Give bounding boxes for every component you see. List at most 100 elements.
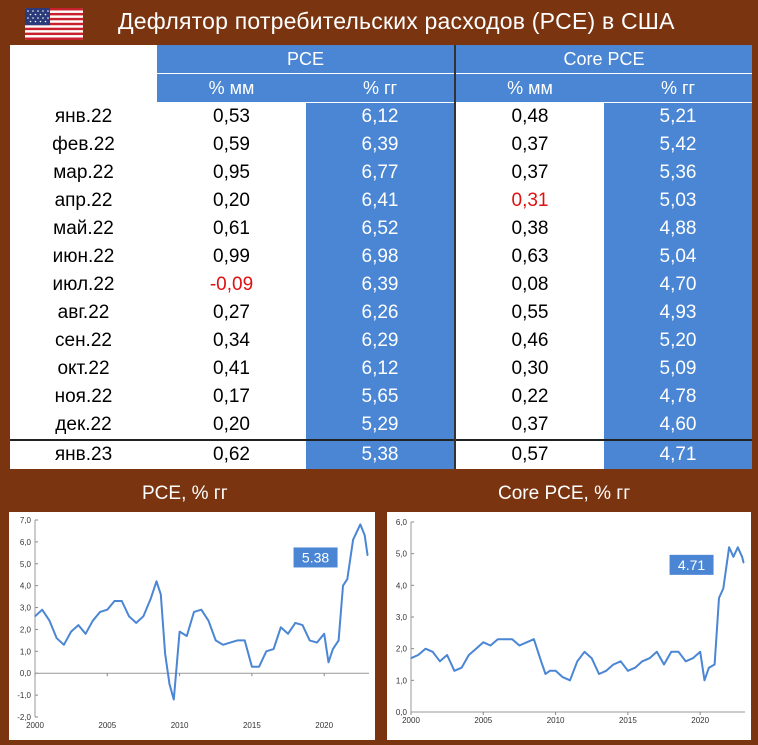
data-point bbox=[549, 670, 551, 672]
data-point bbox=[685, 660, 687, 662]
cell-core-mm: 0,30 bbox=[454, 355, 605, 383]
header: Дефлятор потребительских расходов (PCE) … bbox=[0, 0, 758, 45]
pce-table: PCE Core PCE % мм % гг % мм % гг янв.22 0… bbox=[10, 45, 753, 469]
cell-pce-mm: 0,62 bbox=[157, 439, 306, 469]
cell-core-yy: 5,04 bbox=[604, 243, 753, 271]
cell-core-yy: 5,09 bbox=[604, 355, 753, 383]
y-tick-label: 0,0 bbox=[396, 708, 408, 717]
callout-box bbox=[293, 547, 338, 568]
data-point bbox=[737, 546, 739, 548]
row-month: янв.23 bbox=[10, 439, 157, 469]
row-month: май.22 bbox=[10, 215, 157, 243]
row-month: апр.22 bbox=[10, 187, 157, 215]
cell-core-yy: 5,42 bbox=[604, 131, 753, 159]
data-point bbox=[544, 673, 547, 675]
cell-pce-mm: 0,17 bbox=[157, 383, 306, 411]
data-point bbox=[364, 534, 366, 536]
y-tick-label: 4,0 bbox=[20, 582, 32, 591]
cell-core-mm: 0,48 bbox=[454, 102, 605, 131]
table-row: авг.22 0,27 6,26 0,55 4,93 bbox=[10, 299, 753, 327]
data-point bbox=[583, 651, 586, 653]
cell-pce-yy: 6,77 bbox=[306, 159, 456, 187]
pce-line-chart: -2,0 -1,0 0,0 1,0 2,0 3,0 4,0 5,0 6,0 7,0 2000 2005… bbox=[17, 516, 369, 730]
data-point bbox=[656, 651, 658, 653]
data-point bbox=[518, 644, 521, 647]
data-point bbox=[309, 639, 311, 641]
cell-pce-mm: -0,09 bbox=[157, 271, 306, 299]
data-point bbox=[323, 633, 325, 635]
table-row: янв.23 0,62 5,38 0,57 4,71 bbox=[10, 439, 753, 469]
chart-title-pce: PCE, % гг bbox=[142, 483, 228, 504]
cell-pce-yy: 6,39 bbox=[306, 131, 456, 159]
data-point bbox=[489, 644, 492, 647]
data-point bbox=[63, 644, 65, 646]
core-pce-line-chart: 0,0 1,0 2,0 3,0 4,0 5,0 6,0 2000 2005 2010 2015 202… bbox=[396, 518, 745, 725]
data-point bbox=[540, 660, 542, 662]
data-point bbox=[663, 663, 665, 666]
data-point bbox=[648, 657, 651, 659]
data-point bbox=[634, 667, 636, 669]
header-corner bbox=[10, 73, 157, 103]
x-tick-label: 2015 bbox=[243, 721, 261, 730]
table-row: апр.22 0,20 6,41 0,31 5,03 bbox=[10, 187, 753, 215]
data-point bbox=[155, 580, 158, 582]
data-point bbox=[670, 651, 672, 653]
cell-pce-mm: 0,99 bbox=[157, 243, 306, 271]
data-point bbox=[699, 651, 701, 653]
data-point bbox=[338, 639, 340, 641]
data-point bbox=[728, 546, 730, 548]
cell-core-yy: 4,78 bbox=[604, 383, 753, 411]
data-point bbox=[294, 622, 296, 624]
row-month: авг.22 bbox=[10, 299, 157, 327]
y-tick-label: 1,0 bbox=[20, 647, 32, 656]
data-point bbox=[236, 639, 239, 641]
cell-core-mm: 0,08 bbox=[454, 271, 605, 299]
data-point bbox=[504, 638, 506, 640]
data-point bbox=[332, 648, 334, 650]
data-point bbox=[178, 631, 181, 633]
data-point bbox=[128, 615, 130, 617]
data-point bbox=[741, 556, 743, 558]
cell-core-yy: 4,60 bbox=[604, 411, 753, 440]
data-point bbox=[160, 593, 162, 596]
cell-pce-mm: 0,20 bbox=[157, 411, 306, 440]
y-tick-label: -2,0 bbox=[17, 713, 31, 722]
data-point bbox=[641, 660, 643, 662]
cell-core-yy: 5,03 bbox=[604, 187, 753, 215]
data-point bbox=[327, 661, 330, 663]
y-tick-label: 5,0 bbox=[396, 550, 408, 559]
sub-header-pce-mm: % мм bbox=[157, 73, 306, 103]
cell-core-mm: 0,37 bbox=[454, 159, 605, 187]
cell-pce-yy: 6,12 bbox=[306, 102, 456, 131]
data-point bbox=[591, 657, 593, 659]
cell-pce-yy: 5,65 bbox=[306, 383, 456, 411]
y-tick-label: 5,0 bbox=[20, 560, 32, 569]
y-tick-label: 7,0 bbox=[20, 516, 32, 525]
y-tick-label: 2,0 bbox=[396, 645, 408, 654]
cell-pce-mm: 0,53 bbox=[157, 102, 306, 131]
data-point bbox=[168, 683, 171, 685]
data-point bbox=[346, 578, 348, 580]
data-point bbox=[229, 641, 231, 644]
row-month: сен.22 bbox=[10, 327, 157, 355]
sub-header-core-mm: % мм bbox=[454, 73, 605, 103]
cell-core-mm: 0,37 bbox=[454, 131, 605, 159]
data-point bbox=[34, 615, 36, 617]
cell-core-mm: 0,46 bbox=[454, 327, 605, 355]
group-header-pce: PCE bbox=[157, 45, 456, 74]
data-point bbox=[461, 667, 463, 669]
cell-core-mm: 0,38 bbox=[454, 215, 605, 243]
x-tick-label: 2020 bbox=[691, 716, 709, 725]
data-point bbox=[301, 624, 304, 626]
cell-pce-yy: 5,38 bbox=[306, 439, 456, 469]
row-month: дек.22 bbox=[10, 411, 157, 440]
cell-pce-yy: 6,39 bbox=[306, 271, 456, 299]
y-tick-label: 6,0 bbox=[396, 518, 408, 527]
x-tick-label: 2020 bbox=[315, 721, 333, 730]
data-point bbox=[424, 648, 427, 650]
data-point bbox=[627, 670, 629, 672]
cell-core-yy: 5,21 bbox=[604, 102, 753, 131]
table-row: окт.22 0,41 6,12 0,30 5,09 bbox=[10, 355, 753, 383]
data-point bbox=[482, 641, 484, 643]
